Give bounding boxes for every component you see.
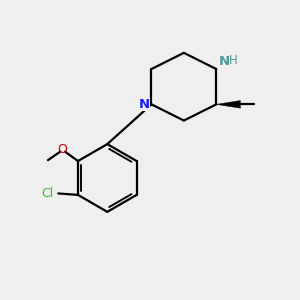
Polygon shape bbox=[216, 100, 240, 108]
Text: Cl: Cl bbox=[41, 187, 53, 200]
Text: N: N bbox=[219, 55, 230, 68]
Text: H: H bbox=[229, 54, 237, 67]
Text: N: N bbox=[139, 98, 150, 111]
Text: O: O bbox=[58, 143, 68, 156]
